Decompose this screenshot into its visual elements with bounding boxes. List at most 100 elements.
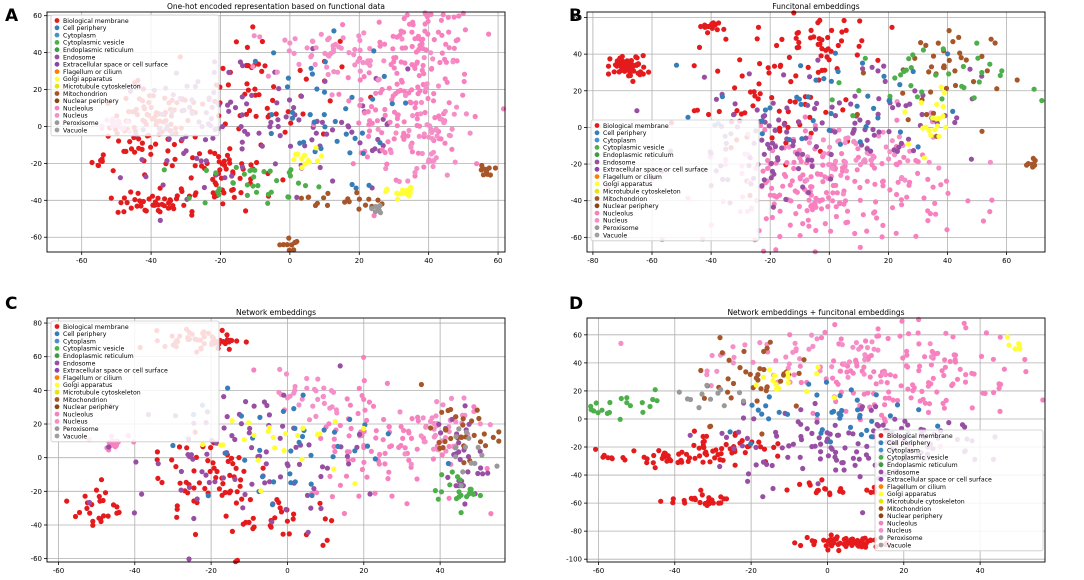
data-point <box>160 182 166 188</box>
data-point <box>291 390 297 396</box>
data-point <box>239 496 245 502</box>
data-point <box>216 486 222 492</box>
data-point <box>463 111 469 117</box>
data-point <box>131 510 137 516</box>
data-point <box>356 196 362 202</box>
data-point <box>270 434 276 440</box>
data-point <box>593 446 599 452</box>
data-point <box>164 158 170 164</box>
data-point <box>769 185 775 191</box>
data-point <box>843 27 849 33</box>
data-point <box>173 464 179 470</box>
data-point <box>758 386 764 392</box>
data-point <box>285 463 291 469</box>
data-point <box>229 433 235 439</box>
data-point <box>944 227 950 233</box>
data-point <box>391 65 397 71</box>
data-point <box>178 468 184 475</box>
data-point <box>457 456 463 463</box>
data-point <box>862 157 868 163</box>
data-point <box>773 381 779 387</box>
data-point <box>940 46 946 52</box>
data-point <box>394 70 400 76</box>
data-point <box>311 386 318 392</box>
data-point <box>226 346 232 352</box>
data-point <box>322 50 328 57</box>
data-point <box>224 332 230 338</box>
data-point <box>352 448 358 454</box>
data-point <box>330 178 336 184</box>
data-point <box>802 128 809 134</box>
data-point <box>373 107 379 113</box>
data-point <box>313 130 319 136</box>
data-point <box>263 461 269 467</box>
data-point <box>759 431 765 437</box>
legend-label: Mitochondrion <box>63 397 107 404</box>
data-point <box>833 398 839 405</box>
data-point <box>266 412 272 418</box>
legend-marker <box>878 520 884 526</box>
data-point <box>861 371 867 377</box>
data-point <box>808 27 814 33</box>
data-point <box>304 375 310 382</box>
data-point <box>825 204 831 210</box>
data-point <box>697 499 703 506</box>
data-point <box>996 385 1002 391</box>
data-point <box>942 357 948 363</box>
data-point <box>761 151 767 157</box>
data-point <box>302 183 309 189</box>
data-point <box>190 155 196 161</box>
data-point <box>244 182 250 188</box>
data-point <box>218 442 224 448</box>
data-point <box>795 166 802 172</box>
data-point <box>753 382 759 388</box>
data-point <box>753 462 759 468</box>
data-point <box>280 177 286 183</box>
data-point <box>882 402 888 408</box>
data-point <box>813 204 819 210</box>
data-point <box>984 68 990 74</box>
data-point <box>798 437 805 443</box>
data-point <box>291 247 297 253</box>
data-point <box>736 390 743 396</box>
data-point <box>765 157 771 164</box>
data-point <box>852 93 858 99</box>
data-point <box>887 413 894 419</box>
legend-marker <box>54 324 60 329</box>
legend-label: Nuclear periphery <box>603 203 659 210</box>
data-point <box>803 135 809 141</box>
data-point <box>704 382 710 388</box>
data-point <box>921 195 927 201</box>
data-point <box>797 155 803 161</box>
data-point <box>244 81 250 87</box>
data-point <box>267 168 273 174</box>
data-point <box>846 359 853 365</box>
data-point <box>482 443 489 449</box>
data-point <box>139 140 145 146</box>
data-point <box>943 397 949 403</box>
data-point <box>222 175 228 181</box>
data-point <box>898 72 904 78</box>
data-point <box>787 182 793 188</box>
data-point <box>95 162 102 169</box>
data-point <box>698 367 704 374</box>
x-tick-label: 0 <box>825 567 829 575</box>
data-point <box>810 118 816 124</box>
data-point <box>309 137 315 143</box>
data-point <box>925 409 932 415</box>
data-point <box>965 198 971 204</box>
data-point <box>794 189 800 195</box>
data-point <box>835 381 841 387</box>
data-point <box>709 497 715 503</box>
data-point <box>670 500 676 506</box>
data-point <box>1031 86 1037 92</box>
legend-marker <box>54 18 60 23</box>
data-point <box>257 414 263 420</box>
data-point <box>361 425 367 432</box>
data-point <box>838 368 844 374</box>
data-point <box>306 194 312 200</box>
data-point <box>804 388 810 395</box>
data-point <box>698 487 704 493</box>
data-point <box>275 123 281 130</box>
data-point <box>340 35 346 41</box>
